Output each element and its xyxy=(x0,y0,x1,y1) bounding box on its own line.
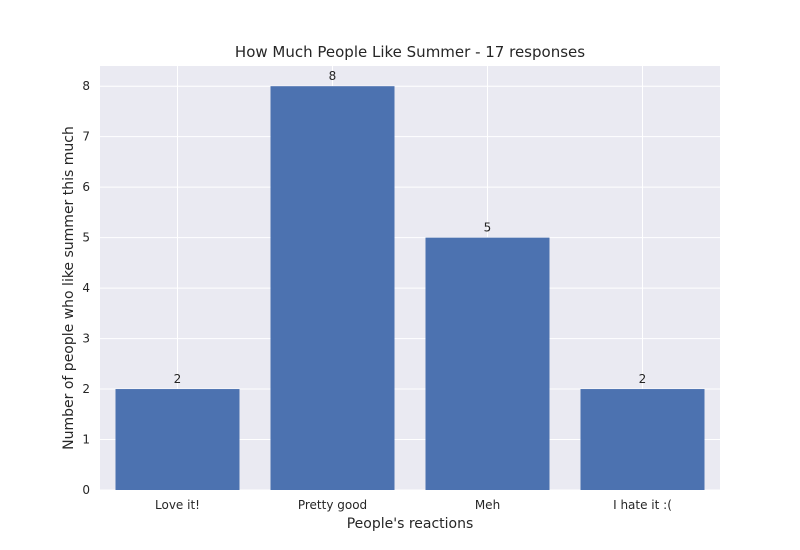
y-tick-label: 7 xyxy=(82,130,90,144)
y-tick-label: 6 xyxy=(82,180,90,194)
data-labels: 2 8 5 2 xyxy=(174,69,647,386)
bar xyxy=(270,86,395,490)
bars xyxy=(115,86,705,490)
y-tick-label: 1 xyxy=(82,433,90,447)
bar xyxy=(425,237,550,490)
y-tick-label: 0 xyxy=(82,483,90,497)
chart-title: How Much People Like Summer - 17 respons… xyxy=(235,43,585,61)
bar-value-label: 8 xyxy=(329,69,337,83)
y-tick-label: 4 xyxy=(82,281,90,295)
x-tick-label: I hate it :( xyxy=(613,498,672,512)
y-tick-label: 8 xyxy=(82,79,90,93)
x-tick-label: Pretty good xyxy=(298,498,367,512)
y-axis-label: Number of people who like summer this mu… xyxy=(61,126,77,450)
bar xyxy=(580,389,705,490)
x-tick-label: Meh xyxy=(475,498,500,512)
bar-value-label: 2 xyxy=(639,372,647,386)
bar-value-label: 2 xyxy=(174,372,182,386)
y-tick-label: 3 xyxy=(82,332,90,346)
bar xyxy=(115,389,240,490)
x-axis-label: People's reactions xyxy=(347,516,474,532)
y-axis-ticks: 0 1 2 3 4 5 6 7 8 xyxy=(82,79,90,497)
bar-value-label: 5 xyxy=(484,221,492,235)
y-tick-label: 2 xyxy=(82,382,90,396)
x-axis-ticks: Love it! Pretty good Meh I hate it :( xyxy=(155,498,672,512)
y-tick-label: 5 xyxy=(82,231,90,245)
x-tick-label: Love it! xyxy=(155,498,200,512)
